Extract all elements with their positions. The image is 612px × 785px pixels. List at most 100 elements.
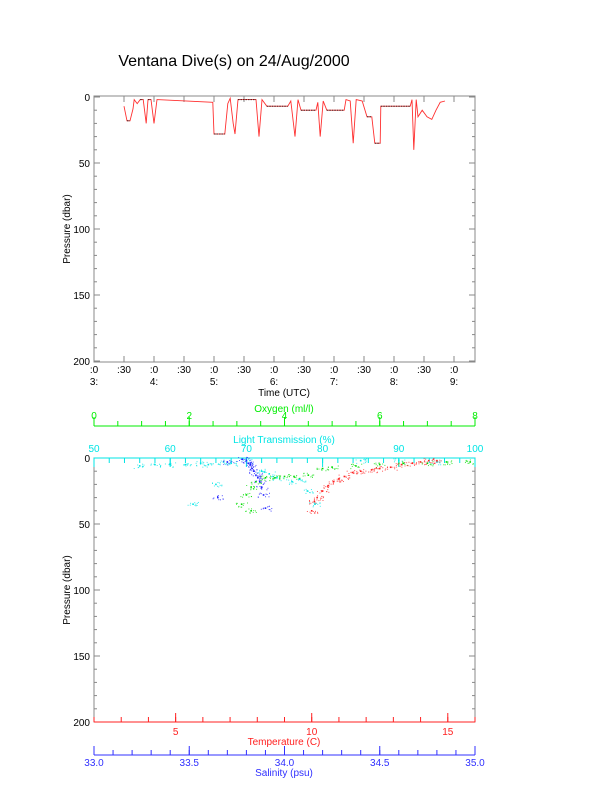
data-point-scatter [280, 475, 282, 477]
data-point-scatter [258, 480, 260, 482]
data-point-scatter [250, 469, 252, 471]
x-tick-label: :0 [270, 365, 279, 376]
data-point-scatter [266, 476, 268, 478]
data-point-scatter [288, 479, 290, 481]
data-point-scatter [310, 502, 312, 504]
data-point [316, 496, 318, 499]
data-point-scatter [384, 464, 386, 466]
data-point-scatter [378, 462, 380, 464]
data-point-scatter [258, 493, 260, 495]
data-point-scatter [303, 489, 305, 491]
temperature-axis-label: Temperature (C) [248, 737, 321, 748]
data-point-scatter [378, 468, 380, 470]
data-point-scatter [289, 482, 291, 484]
oxygen-tick-label: 6 [377, 411, 383, 422]
data-point-scatter [254, 466, 256, 468]
data-point [331, 466, 333, 469]
data-point-scatter [401, 462, 403, 464]
data-point-scatter [220, 499, 222, 501]
data-point-scatter [278, 476, 280, 478]
data-point-scatter [251, 467, 253, 469]
data-point-scatter [450, 461, 452, 463]
x-tick-label: :0 [150, 365, 159, 376]
x-tick-label: :0 [390, 365, 399, 376]
data-point-scatter [398, 464, 400, 466]
data-point-scatter [271, 475, 273, 477]
data-point [262, 494, 265, 496]
data-point-scatter [434, 463, 436, 465]
data-point-scatter [235, 502, 237, 504]
data-point [400, 463, 403, 466]
data-point-scatter [222, 498, 224, 500]
data-point [184, 463, 187, 466]
data-point [199, 462, 202, 465]
data-point-scatter [299, 479, 301, 481]
data-point-scatter [228, 464, 230, 466]
data-point-scatter [393, 461, 395, 463]
data-point-scatter [225, 463, 227, 465]
data-point [355, 465, 357, 467]
data-point-scatter [200, 463, 202, 465]
data-point-scatter [415, 462, 417, 464]
data-point-scatter [433, 459, 435, 461]
data-point-scatter [186, 463, 188, 465]
data-point-scatter [328, 483, 330, 485]
temperature-tick-label: 15 [442, 727, 454, 738]
data-point-scatter [217, 495, 219, 497]
data-point-scatter [305, 480, 307, 482]
data-point-scatter [425, 463, 427, 465]
data-point-scatter [328, 484, 330, 486]
data-point-scatter [269, 478, 271, 480]
data-point-scatter [236, 502, 238, 504]
data-point-scatter [278, 479, 280, 481]
data-point-scatter [317, 495, 319, 497]
data-point-scatter [366, 458, 368, 460]
data-point-scatter [218, 464, 220, 466]
data-point-scatter [322, 467, 324, 469]
data-point-scatter [317, 503, 319, 505]
data-point-scatter [320, 490, 322, 492]
data-point-scatter [355, 459, 357, 461]
data-point-scatter [217, 495, 219, 497]
light-tick-label: 90 [393, 444, 405, 455]
data-point-scatter [229, 461, 231, 463]
data-point-scatter [291, 483, 293, 485]
data-point-scatter [259, 471, 261, 473]
y-tick-label: 0 [84, 454, 90, 465]
data-point-scatter [322, 499, 324, 501]
data-point-scatter [276, 475, 278, 477]
data-point [283, 475, 286, 478]
data-point-scatter [313, 474, 315, 476]
data-point [268, 473, 271, 475]
data-point [419, 461, 422, 463]
data-point-scatter [262, 507, 264, 509]
x-tick-label: :30 [237, 365, 251, 376]
data-point-scatter [385, 468, 387, 470]
data-point-scatter [363, 469, 365, 471]
data-point [351, 471, 354, 474]
data-point-scatter [168, 464, 170, 466]
data-point [241, 458, 244, 461]
data-point-scatter [263, 470, 265, 472]
data-point-scatter [377, 465, 379, 467]
data-point-scatter [252, 488, 254, 490]
data-point-scatter [364, 460, 366, 462]
data-point-scatter [189, 504, 191, 506]
data-point-scatter [265, 493, 267, 495]
data-point-scatter [438, 464, 440, 466]
data-point-scatter [249, 512, 251, 514]
oxygen-series [235, 459, 474, 514]
data-point-scatter [159, 466, 161, 468]
data-point-scatter [261, 469, 263, 471]
data-point-scatter [401, 466, 403, 468]
data-point-scatter [363, 458, 365, 460]
data-point-scatter [424, 461, 426, 463]
data-point-scatter [346, 470, 348, 472]
data-point-scatter [274, 471, 276, 473]
data-point-scatter [298, 479, 300, 481]
data-point-scatter [313, 497, 315, 499]
data-point-scatter [307, 490, 309, 492]
data-point-scatter [252, 511, 254, 513]
data-point-scatter [432, 459, 434, 461]
